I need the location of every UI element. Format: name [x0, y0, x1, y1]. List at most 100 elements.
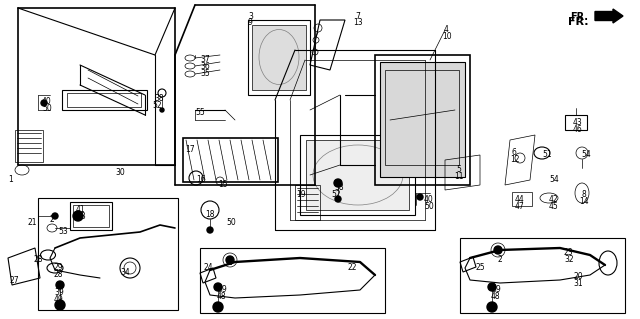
Text: 39: 39 — [217, 285, 227, 294]
Text: 51: 51 — [542, 150, 552, 159]
Text: 2: 2 — [228, 258, 233, 267]
Text: 13: 13 — [353, 18, 363, 27]
Bar — [200, 248, 385, 313]
Text: 39: 39 — [54, 288, 64, 297]
Text: 28: 28 — [54, 270, 63, 279]
FancyArrow shape — [595, 9, 623, 23]
Bar — [375, 55, 470, 185]
Text: FR.: FR. — [568, 17, 589, 27]
Text: 6: 6 — [512, 148, 517, 157]
Text: 16: 16 — [196, 175, 205, 184]
Text: 2: 2 — [497, 255, 502, 264]
Ellipse shape — [494, 246, 502, 254]
Text: 5: 5 — [456, 165, 461, 174]
Text: 40: 40 — [424, 195, 434, 204]
Text: 36: 36 — [200, 62, 210, 71]
Text: 2: 2 — [50, 215, 55, 224]
Text: 48: 48 — [491, 292, 500, 301]
Text: 49: 49 — [54, 295, 64, 304]
Text: 52: 52 — [331, 190, 340, 199]
Text: 40: 40 — [42, 97, 52, 106]
Ellipse shape — [334, 179, 342, 187]
Text: 50: 50 — [424, 202, 434, 211]
Text: 14: 14 — [579, 197, 589, 206]
Text: 23: 23 — [564, 248, 573, 257]
Text: FR.: FR. — [570, 12, 588, 22]
Text: 28: 28 — [34, 255, 44, 264]
Text: 37: 37 — [200, 55, 210, 64]
Ellipse shape — [214, 283, 222, 291]
Text: 7: 7 — [355, 12, 360, 21]
Text: 33: 33 — [76, 212, 86, 221]
Ellipse shape — [213, 302, 223, 312]
Bar — [183, 138, 278, 182]
Text: 34: 34 — [120, 268, 130, 277]
Bar — [67, 93, 141, 107]
Ellipse shape — [487, 302, 497, 312]
Bar — [300, 135, 415, 215]
Ellipse shape — [207, 227, 213, 233]
Text: 47: 47 — [515, 202, 525, 211]
Text: 52: 52 — [152, 101, 162, 110]
Bar — [460, 238, 625, 313]
Bar — [73, 205, 109, 227]
Bar — [380, 62, 465, 177]
Text: 11: 11 — [454, 172, 463, 181]
Text: 45: 45 — [549, 202, 559, 211]
Ellipse shape — [41, 100, 47, 106]
Ellipse shape — [73, 211, 83, 221]
Ellipse shape — [335, 196, 341, 202]
Text: 46: 46 — [573, 125, 583, 134]
Bar — [248, 20, 310, 95]
Ellipse shape — [226, 256, 234, 264]
Bar — [38, 198, 178, 310]
Ellipse shape — [55, 300, 65, 310]
Text: 22: 22 — [348, 263, 358, 272]
Bar — [295, 185, 320, 220]
Text: 19: 19 — [296, 190, 306, 199]
Text: 54: 54 — [549, 175, 559, 184]
Bar — [15, 130, 43, 162]
Text: 17: 17 — [185, 145, 195, 154]
Text: 38: 38 — [154, 94, 164, 103]
Bar — [252, 25, 306, 90]
Bar — [385, 70, 459, 165]
Text: 44: 44 — [515, 195, 525, 204]
Bar — [512, 192, 532, 206]
Text: 27: 27 — [10, 276, 20, 285]
Text: 54: 54 — [581, 150, 591, 159]
Text: 18: 18 — [205, 210, 214, 219]
Text: 24: 24 — [204, 263, 214, 272]
Ellipse shape — [417, 194, 423, 200]
Text: 41: 41 — [76, 205, 86, 214]
Text: 42: 42 — [549, 195, 559, 204]
Text: 1: 1 — [8, 175, 13, 184]
Text: 39: 39 — [491, 285, 500, 294]
Text: 35: 35 — [200, 69, 210, 78]
Text: 30: 30 — [115, 168, 125, 177]
Bar — [565, 115, 587, 130]
Text: 15: 15 — [218, 180, 228, 189]
Text: 48: 48 — [217, 292, 227, 301]
Text: 31: 31 — [573, 279, 582, 288]
Ellipse shape — [160, 108, 164, 112]
Text: 53: 53 — [58, 227, 68, 236]
Text: 29: 29 — [54, 263, 63, 272]
Text: 38: 38 — [334, 183, 344, 192]
Ellipse shape — [56, 281, 64, 289]
Text: 32: 32 — [564, 255, 573, 264]
Text: 10: 10 — [442, 32, 452, 41]
Text: 20: 20 — [573, 272, 582, 281]
Text: 55: 55 — [195, 108, 205, 117]
Text: 25: 25 — [475, 263, 484, 272]
Bar — [70, 202, 112, 230]
Text: 50: 50 — [42, 104, 52, 113]
Text: 43: 43 — [573, 118, 583, 127]
Bar — [306, 140, 409, 210]
Ellipse shape — [488, 283, 496, 291]
Text: 4: 4 — [444, 25, 449, 34]
Text: 3: 3 — [248, 12, 253, 21]
Bar — [62, 90, 147, 110]
Text: 9: 9 — [248, 18, 253, 27]
Text: 8: 8 — [581, 190, 586, 199]
